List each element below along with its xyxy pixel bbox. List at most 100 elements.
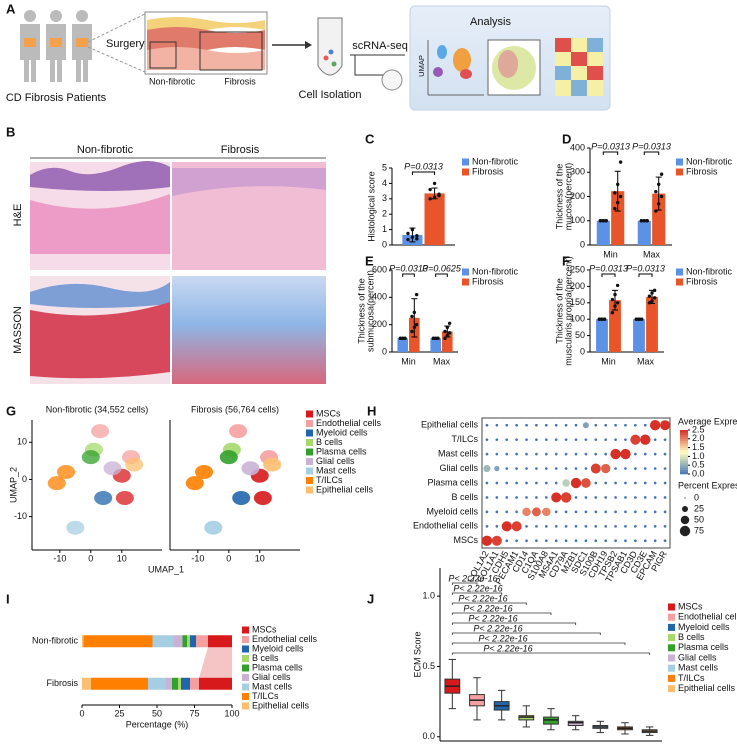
dot [485,452,489,456]
p-value: P< 2.22e-16 [483,643,532,653]
colorbar-cell [680,458,688,462]
panel-letter: G [6,403,16,418]
legend-label: Plasma cells [252,662,303,672]
dot [643,452,647,456]
dot [485,496,489,499]
dot [653,524,657,528]
y-axis-label: muscularis propria(percent) [563,256,573,366]
dot [495,438,499,442]
cluster [229,424,248,439]
dot [663,539,667,543]
dot [614,438,617,442]
significance-bracket [451,642,626,645]
arrow [350,54,405,76]
dot [574,467,578,470]
p-value: P< 2.22e-16 [463,603,512,613]
dot [485,524,489,528]
dot [522,507,531,517]
cell-icon [331,61,337,67]
y-tick-label: Endothelial cells [413,521,479,531]
dot [634,496,637,499]
dot [544,452,548,456]
histology-image [30,302,170,379]
x-tick-label: Min [601,356,616,366]
colorbar-cell [680,447,688,451]
colorbar-cell [680,456,688,459]
dot [653,438,657,442]
p-value: P< 2.22e-16 [468,613,517,623]
dot [624,510,627,514]
dot [554,481,558,485]
legend-label: Non-fibrotic [686,266,733,276]
dot [653,539,657,543]
dot [574,423,578,427]
legend-label: Fibrosis [472,276,504,286]
dot [505,467,509,470]
dot [663,481,667,485]
connector [199,647,232,678]
y-tick-label: 100 [570,215,585,225]
significance-bracket [451,622,577,625]
bar [652,193,666,245]
bar-segment [181,677,190,690]
legend-label: Non-fibrotic [686,156,733,166]
legend-label: Glial cells [678,652,717,662]
cluster [241,461,260,476]
dot [624,438,627,442]
legend-swatch [242,674,249,681]
y-tick-label: 1.0 [422,591,435,601]
bar [442,331,453,352]
histology-image [30,282,170,308]
dot [554,524,558,528]
cell-icon [323,55,329,61]
color-legend-title: Average Expression [678,416,737,426]
legend-swatch [668,674,675,682]
legend-swatch [306,429,313,437]
row-label: H&E [12,204,24,227]
dot [544,467,548,470]
x-tick-label: -10 [191,553,204,563]
data-point [610,310,615,315]
dot [624,524,627,528]
dot [604,438,608,442]
dot [554,423,558,427]
legend-label: Mast cells [678,663,719,673]
dot [643,496,647,499]
dot [663,524,667,528]
colorbar-cell [680,460,688,464]
dot [582,422,589,429]
legend-swatch [242,683,249,691]
size-key-label: 75 [694,525,704,535]
data-point [634,317,639,321]
significance-bracket [451,592,503,595]
legend-swatch [306,486,313,494]
scrna-label: scRNA-seq [352,40,408,52]
dot [594,423,598,427]
dot [624,481,627,485]
size-key-label: 0 [694,492,699,502]
dot [535,539,538,543]
legend-swatch [668,613,675,621]
data-point [443,329,447,334]
legend-label: Mast cells [252,681,293,691]
dot [485,510,489,514]
x-tick-label: Max [637,356,655,366]
data-point [415,234,419,238]
bar-segment [187,635,190,648]
legend-swatch [462,278,469,286]
legend-swatch [242,655,249,662]
y-tick-label: 0.5 [422,661,435,671]
dot [590,463,601,474]
dot [610,448,621,460]
legend-label: Endothelial cells [678,612,737,622]
dot [634,524,637,528]
dot [544,539,548,543]
data-point [432,181,437,186]
data-point [414,292,419,297]
panel-letter: J [367,591,374,606]
legend-swatch [462,168,469,176]
dot [624,539,627,543]
legend-label: Glial cells [316,456,355,466]
legend-label: T/ILCs [316,475,343,485]
colorbar-cell [680,432,688,435]
